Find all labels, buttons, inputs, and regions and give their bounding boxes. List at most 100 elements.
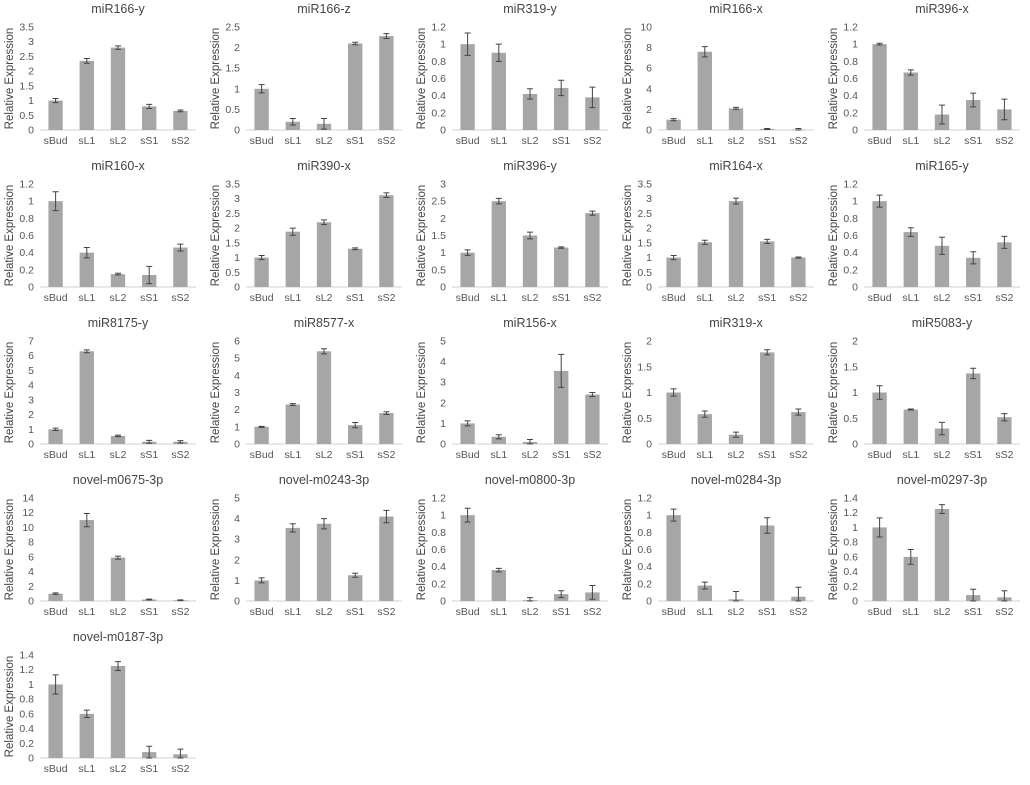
x-tick-label: sBud <box>44 763 68 775</box>
error-bar <box>795 127 802 131</box>
bar <box>697 51 712 130</box>
bar <box>285 121 300 130</box>
chart-title: miR390-x <box>297 159 351 173</box>
bar <box>348 575 363 601</box>
y-tick-label: 1.5 <box>431 230 446 242</box>
x-tick-label: sS1 <box>964 606 982 618</box>
y-tick-label: 0.5 <box>19 110 34 122</box>
y-tick-label: 4 <box>234 370 240 382</box>
chart-panel: novel-m0675-3p Relative Expression 0 2 4 6 8 10… <box>0 471 206 628</box>
bar-chart: miR160-x Relative Expression 0 0.2 0.4 0.6 0.8… <box>4 159 196 304</box>
error-bar <box>352 247 359 251</box>
y-tick-label: 0.5 <box>637 413 652 425</box>
y-tick-label: 1 <box>440 418 446 430</box>
bar-chart: miR166-z Relative Expression 0 0.5 1 1.5 2 2.5 s… <box>210 2 402 147</box>
y-axis-label: Relative Expression <box>622 28 634 130</box>
chart-title: miR319-x <box>709 316 763 330</box>
error-bar <box>83 709 90 719</box>
x-tick-label: sL2 <box>934 135 951 147</box>
y-tick-label: 0.2 <box>843 264 858 276</box>
bar-chart: miR390-x Relative Expression 0 0.5 1 1.5 2 2.5 3… <box>210 159 402 304</box>
y-tick-label: 1 <box>852 522 858 534</box>
chart-panel: miR8577-x Relative Expression 0 1 2 3 4 5 6 sBud s… <box>206 314 412 471</box>
error-bar <box>589 86 596 109</box>
error-bar <box>321 117 327 130</box>
y-tick-label: 4 <box>440 356 446 368</box>
bar-chart: miR319-x Relative Expression 0 0.5 1 1.5 2 sBud… <box>622 316 814 461</box>
bar <box>697 414 712 444</box>
y-tick-label: 0.8 <box>431 527 446 539</box>
error-bar <box>115 45 121 50</box>
x-tick-label: sL2 <box>110 135 127 147</box>
error-bar <box>52 427 59 431</box>
chart-panel: novel-m0243-3p Relative Expression 0 1 2 3 4 5 s… <box>206 471 412 628</box>
y-tick-label: 0.4 <box>431 561 446 573</box>
y-tick-label: 12 <box>22 507 34 519</box>
chart-title: miR160-x <box>91 159 145 173</box>
error-bar <box>733 106 739 110</box>
x-tick-label: sL2 <box>728 449 745 461</box>
y-tick-label: 7 <box>28 336 34 348</box>
y-tick-label: 2 <box>646 336 652 348</box>
x-tick-label: sBud <box>44 449 68 461</box>
x-tick-label: sS1 <box>964 449 982 461</box>
bar <box>760 241 775 287</box>
y-tick-label: 2 <box>234 42 240 54</box>
y-axis-label: Relative Expression <box>4 342 16 444</box>
error-bar <box>558 353 565 388</box>
y-tick-label: 2 <box>234 223 240 235</box>
x-tick-label: sL1 <box>490 135 507 147</box>
y-tick-label: 0.8 <box>637 527 652 539</box>
error-bar <box>289 523 296 533</box>
x-tick-label: sBud <box>662 606 686 618</box>
y-tick-label: 0.8 <box>843 213 858 225</box>
bar <box>728 201 744 287</box>
x-tick-label: sS1 <box>346 292 364 304</box>
error-bar <box>733 591 739 602</box>
x-tick-label: sS1 <box>758 606 776 618</box>
error-bar <box>146 439 153 444</box>
y-tick-label: 0 <box>234 596 240 608</box>
x-tick-label: sS1 <box>140 135 158 147</box>
x-tick-label: sBud <box>868 606 892 618</box>
error-bar <box>527 88 533 100</box>
y-tick-label: 8 <box>646 42 652 54</box>
y-tick-label: 5 <box>234 493 240 505</box>
x-tick-label: sS1 <box>758 449 776 461</box>
chart-panel: miR5083-y Relative Expression 0 0.5 1 1.5 2 sBu… <box>824 314 1030 471</box>
chart-panel: miR8175-y Relative Expression 0 1 2 3 4 5 6 7 sBud… <box>0 314 206 471</box>
error-bar <box>558 246 565 249</box>
bar <box>585 394 600 444</box>
y-axis-label: Relative Expression <box>4 28 16 130</box>
y-tick-label: 2.5 <box>19 51 34 63</box>
bar <box>760 352 775 444</box>
y-tick-label: 0.8 <box>19 694 34 706</box>
y-tick-label: 0 <box>234 439 240 451</box>
x-tick-label: sS1 <box>140 292 158 304</box>
bar-chart: novel-m0297-3p Relative Expression 0 0.2 0.4… <box>828 473 1020 618</box>
bar <box>760 525 775 601</box>
bar <box>110 666 126 758</box>
y-tick-label: 1.5 <box>637 237 652 249</box>
x-tick-label: sL2 <box>316 135 333 147</box>
bar <box>791 412 806 444</box>
chart-panel: miR166-y Relative Expression 0 0.5 1 1.5 2 2.5 3… <box>0 0 206 157</box>
bar <box>79 60 94 130</box>
y-tick-label: 1 <box>440 247 446 259</box>
y-tick-label: 1 <box>852 196 858 208</box>
chart-panel: miR160-x Relative Expression 0 0.2 0.4 0.6 0.8… <box>0 157 206 314</box>
error-bar <box>83 57 90 64</box>
y-tick-label: 4 <box>28 566 34 578</box>
error-bar <box>670 118 677 122</box>
error-bar <box>289 227 296 236</box>
x-tick-label: sL1 <box>696 292 713 304</box>
x-tick-label: sBud <box>456 135 480 147</box>
error-bar <box>907 69 914 76</box>
error-bar <box>939 421 945 436</box>
y-axis-label: Relative Expression <box>416 185 428 287</box>
y-tick-label: 0.4 <box>19 247 34 259</box>
y-tick-label: 1.2 <box>19 664 34 676</box>
error-bar <box>177 748 184 759</box>
bar <box>791 257 806 287</box>
